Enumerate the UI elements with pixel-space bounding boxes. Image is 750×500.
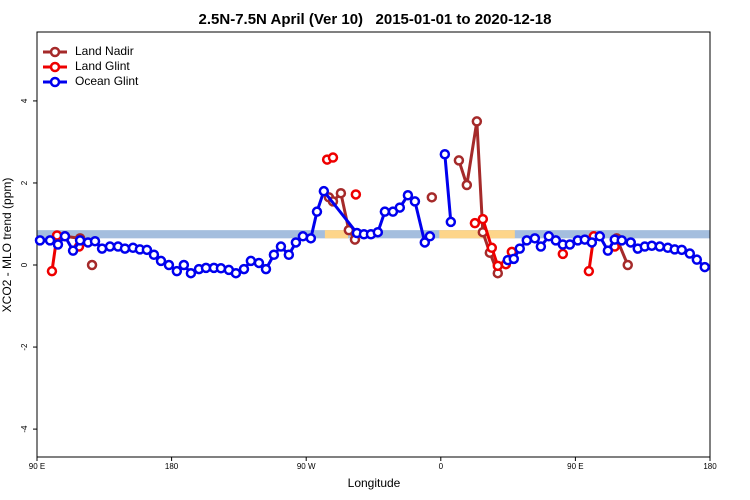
legend-marker [49, 46, 61, 58]
data-point [318, 185, 330, 197]
data-point [311, 206, 323, 217]
data-point [616, 235, 628, 246]
legend-label: Land Nadir [75, 44, 134, 58]
data-point [699, 261, 711, 273]
data-point [238, 263, 250, 275]
data-point [155, 255, 167, 267]
data-point [583, 265, 595, 277]
data-point [86, 259, 98, 271]
data-point [290, 237, 302, 248]
data-point [402, 190, 414, 201]
data-point [461, 179, 473, 191]
data-point [178, 259, 190, 271]
data-point [253, 257, 265, 269]
data-point [171, 265, 183, 277]
data-point [148, 249, 160, 261]
data-point [409, 196, 421, 207]
data-point [445, 216, 457, 228]
data-point [426, 192, 438, 203]
y-tick-label: -4 [20, 425, 29, 433]
data-point [260, 263, 272, 275]
data-point [283, 249, 295, 261]
legend-marker [49, 61, 61, 73]
data-point [477, 213, 489, 225]
data-point [163, 259, 175, 271]
data-point [564, 239, 576, 250]
y-tick-label: 4 [20, 98, 29, 103]
highlight-region [324, 230, 349, 239]
data-point [594, 231, 606, 242]
data-point [676, 244, 687, 256]
data-point [492, 260, 504, 272]
data-point [185, 267, 197, 279]
data-point [104, 241, 116, 252]
highlight-region [439, 230, 515, 239]
legend-label: Ocean Glint [75, 74, 139, 88]
data-point [230, 267, 242, 279]
data-point [67, 245, 79, 256]
data-point [654, 241, 665, 252]
data-point [46, 265, 58, 277]
y-tick-label: -2 [20, 343, 29, 351]
data-point [691, 254, 703, 265]
series-line [39, 154, 706, 276]
data-point [141, 244, 153, 256]
data-point [471, 116, 483, 127]
data-point [439, 148, 451, 160]
x-tick-label: 90 W [297, 462, 316, 471]
x-tick-label: 180 [165, 462, 179, 471]
data-point [119, 243, 131, 254]
x-tick-label: 90 E [29, 462, 45, 471]
data-point [215, 263, 227, 274]
x-axis-label: Longitude [348, 476, 401, 490]
data-point [34, 235, 46, 246]
y-axis-label: XCO2 - MLO trend (ppm) [0, 178, 14, 313]
data-point [305, 233, 317, 244]
data-point [521, 235, 533, 246]
data-point [602, 245, 614, 256]
data-point [486, 242, 498, 254]
data-point [372, 226, 384, 238]
plot-frame [36, 31, 711, 458]
data-point [684, 248, 696, 259]
data-point [275, 241, 287, 252]
x-tick-label: 90 E [567, 462, 583, 471]
y-tick-label: 0 [20, 262, 29, 267]
legend-label: Land Glint [75, 59, 130, 73]
data-point [535, 241, 547, 252]
data-point [625, 237, 636, 248]
data-point [268, 249, 280, 261]
data-point [622, 259, 633, 271]
data-point [350, 189, 362, 200]
data-point [424, 231, 436, 242]
data-point [508, 253, 520, 265]
data-point [557, 248, 569, 260]
x-tick-label: 180 [703, 462, 717, 471]
data-point [514, 243, 526, 254]
data-point [379, 206, 391, 217]
data-point [394, 202, 406, 213]
data-point [59, 231, 71, 242]
data-point [52, 239, 64, 250]
data-point [44, 235, 56, 246]
data-point [327, 152, 339, 163]
data-point [89, 235, 101, 247]
data-point [586, 237, 598, 248]
y-tick-label: 2 [20, 180, 29, 185]
data-point [529, 233, 541, 244]
x-tick-label: 0 [439, 462, 444, 471]
chart-title: 2.5N-7.5N April (Ver 10) 2015-01-01 to 2… [199, 11, 552, 28]
data-point [469, 217, 481, 229]
legend-marker [49, 76, 61, 88]
data-point [453, 155, 465, 166]
data-point [335, 187, 347, 199]
data-point [245, 255, 257, 267]
